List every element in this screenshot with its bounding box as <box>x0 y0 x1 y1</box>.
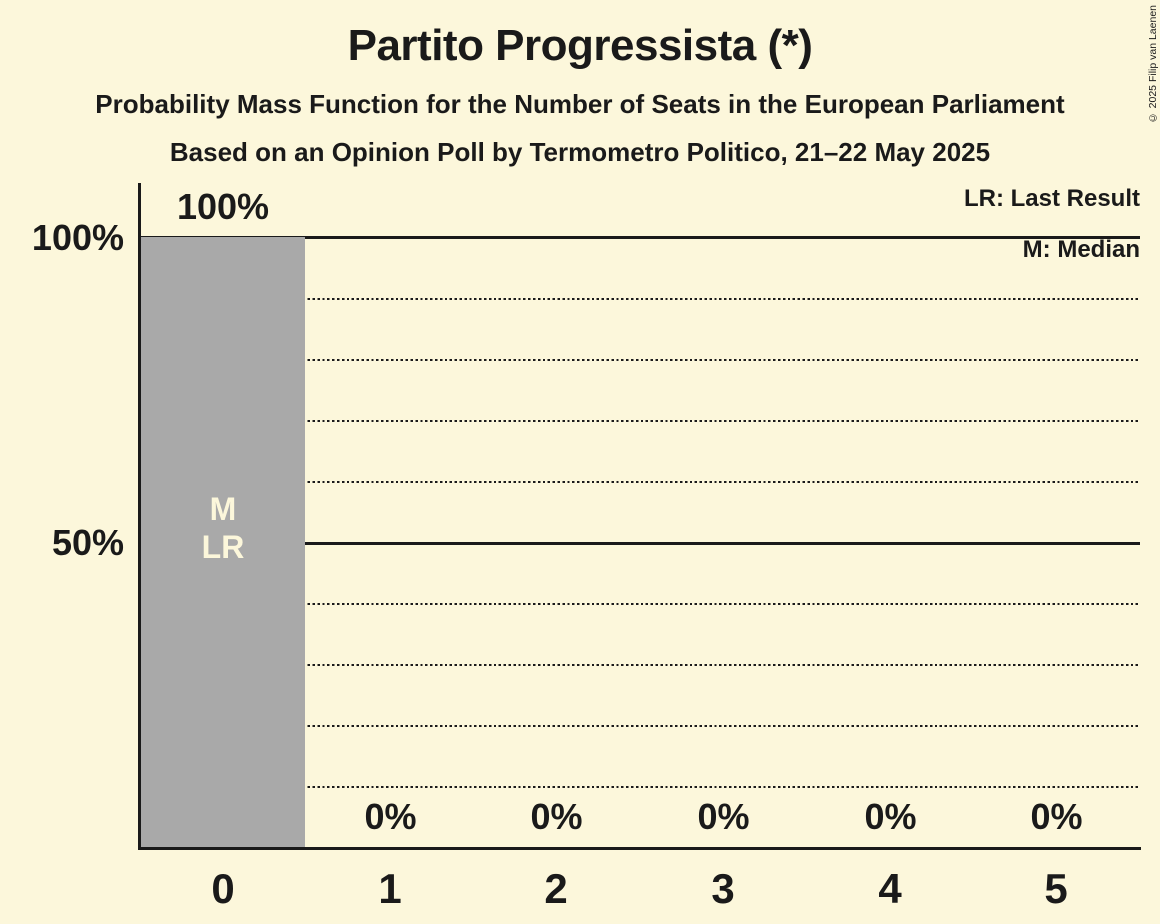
bar-value-label-seat-0: 100% <box>176 186 270 227</box>
chart-source-line: Based on an Opinion Poll by Termometro P… <box>169 137 991 167</box>
x-tick-label-1: 1 <box>378 865 402 912</box>
x-tick-label-0: 0 <box>211 865 235 912</box>
copyright-notice: © 2025 Filip van Laenen <box>1147 5 1159 124</box>
bar-value-label-seat-2: 0% <box>530 796 583 837</box>
gridline-10pct <box>141 786 1140 789</box>
gridline-100pct <box>141 236 1140 239</box>
gridline-20pct <box>141 725 1140 728</box>
gridline-80pct <box>141 359 1140 362</box>
y-axis-label-50: 50% <box>51 522 124 563</box>
legend-last-result: LR: Last Result <box>963 185 1140 212</box>
chart-subtitle: Probability Mass Function for the Number… <box>95 89 1065 119</box>
median-marker: M <box>209 491 237 527</box>
gridline-30pct <box>141 664 1140 667</box>
gridline-70pct <box>141 420 1140 423</box>
gridline-90pct <box>141 298 1140 301</box>
x-tick-label-2: 2 <box>544 865 568 912</box>
bar-value-label-seat-3: 0% <box>697 796 750 837</box>
x-axis-line <box>138 847 1141 850</box>
bar-seat-0 <box>141 237 305 847</box>
bar-value-label-seat-4: 0% <box>864 796 917 837</box>
bar-value-label-seat-1: 0% <box>364 796 417 837</box>
y-axis-line <box>138 183 141 850</box>
x-tick-label-3: 3 <box>711 865 735 912</box>
gridline-60pct <box>141 481 1140 484</box>
gridline-40pct <box>141 603 1140 606</box>
bar-value-label-seat-5: 0% <box>1030 796 1083 837</box>
bar-annotation-median-lastresult: M LR <box>141 490 305 566</box>
chart-title: Partito Progressista (*) <box>347 21 813 70</box>
x-tick-label-4: 4 <box>878 865 902 912</box>
last-result-marker: LR <box>201 529 245 565</box>
gridline-50pct <box>141 542 1140 545</box>
y-axis-label-100: 100% <box>31 217 124 258</box>
legend-median: M: Median <box>1022 236 1140 263</box>
x-tick-label-5: 5 <box>1044 865 1068 912</box>
